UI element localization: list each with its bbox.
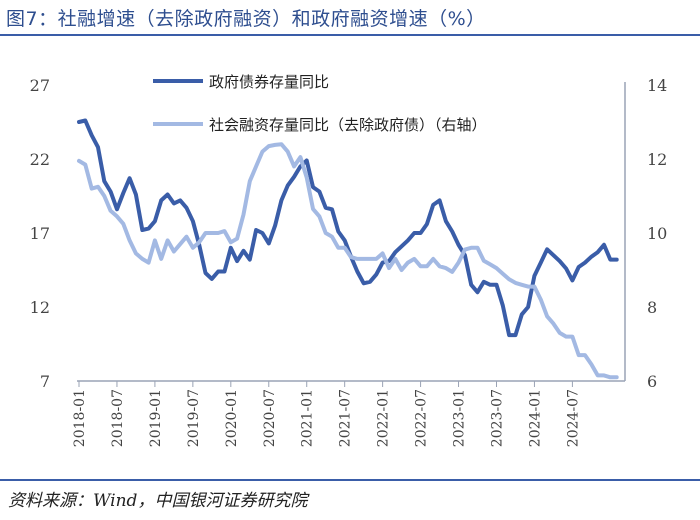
x-tick-label: 2021-07 xyxy=(338,389,354,447)
legend-label-social-financing: 社会融资存量同比（去除政府债）（右轴） xyxy=(209,116,487,134)
title-underline xyxy=(0,34,700,36)
legend-label-gov-bonds: 政府债券存量同比 xyxy=(209,73,329,91)
x-tick-label: 2023-07 xyxy=(489,389,505,447)
footer-rule xyxy=(0,479,700,481)
right-tick-label: 14 xyxy=(647,76,667,95)
source-note: 资料来源：Wind，中国银河证券研究院 xyxy=(8,491,308,511)
x-tick-label: 2021-01 xyxy=(300,389,316,447)
x-tick-label: 2020-01 xyxy=(224,389,240,447)
x-tick-label: 2020-07 xyxy=(262,389,278,447)
chart-canvas: 7 12 17 22 27 6 8 10 12 14 2018-01 2018-07 2019-01… xyxy=(30,73,668,447)
x-tick-label: 2018-01 xyxy=(72,389,88,447)
left-tick-label: 27 xyxy=(30,76,50,95)
right-tick-label: 8 xyxy=(647,298,657,317)
right-axis-ticks: 6 8 10 12 14 xyxy=(647,76,667,391)
legend: 政府债券存量同比 社会融资存量同比（去除政府债）（右轴） xyxy=(153,73,487,134)
x-tick-label: 2022-07 xyxy=(414,389,430,447)
x-tick-label: 2024-07 xyxy=(565,389,581,447)
left-tick-label: 12 xyxy=(30,298,50,317)
x-tick-label: 2018-07 xyxy=(110,389,126,447)
x-tick-label: 2019-07 xyxy=(186,389,202,447)
x-tick-label: 2023-01 xyxy=(452,389,468,447)
left-axis-ticks: 7 12 17 22 27 xyxy=(30,76,50,391)
right-tick-label: 10 xyxy=(647,224,667,243)
x-tick-label: 2019-01 xyxy=(148,389,164,447)
series-line-social-financing xyxy=(77,142,619,380)
chart-title: 图7：社融增速（去除政府融资）和政府融资增速（%） xyxy=(6,8,486,30)
left-tick-label: 22 xyxy=(30,150,50,169)
right-tick-label: 6 xyxy=(647,372,657,391)
left-tick-label: 7 xyxy=(40,372,50,391)
x-axis-ticks: 2018-01 2018-07 2019-01 2019-07 2020-01 2020-… xyxy=(72,381,581,447)
x-tick-label: 2022-01 xyxy=(376,389,392,447)
x-tick-label: 2024-01 xyxy=(527,389,543,447)
series-line-gov-bonds xyxy=(77,118,619,338)
left-tick-label: 17 xyxy=(30,224,50,243)
right-tick-label: 12 xyxy=(647,150,667,169)
